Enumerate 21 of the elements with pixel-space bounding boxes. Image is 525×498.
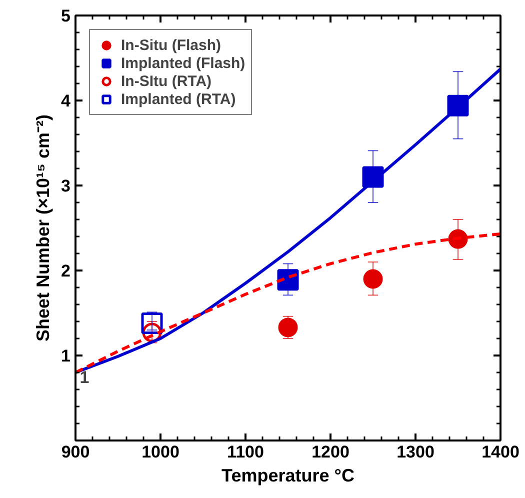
legend-label: Implanted (RTA) (121, 90, 236, 108)
x-tick-label: 1300 (396, 442, 434, 462)
y-tick-label: 5 (61, 6, 71, 26)
annotation: 1 (80, 368, 90, 387)
point (363, 269, 383, 289)
y-tick-label: 3 (61, 176, 71, 196)
y-tick-label: 4 (61, 92, 72, 110)
legend-label: In-SItu (RTA) (121, 72, 212, 90)
y-axis-title: Sheet Number (×10¹⁵ cm⁻²) (33, 114, 54, 342)
legend-label: Implanted (Flash) (121, 54, 246, 72)
x-axis-title: Temperature °C (222, 466, 354, 486)
x-tick-label: 1200 (312, 442, 350, 462)
legend-label: In-Situ (Flash) (121, 36, 221, 54)
y-tick-label: 2 (61, 262, 71, 280)
y-tick-label: 1 (61, 346, 71, 366)
x-tick-label: 900 (61, 442, 90, 462)
x-tick-label: 1100 (227, 442, 264, 462)
x-tick-label: 1400 (482, 442, 520, 462)
point (278, 318, 298, 338)
x-tick-label: 1000 (142, 442, 180, 462)
point (141, 312, 163, 334)
